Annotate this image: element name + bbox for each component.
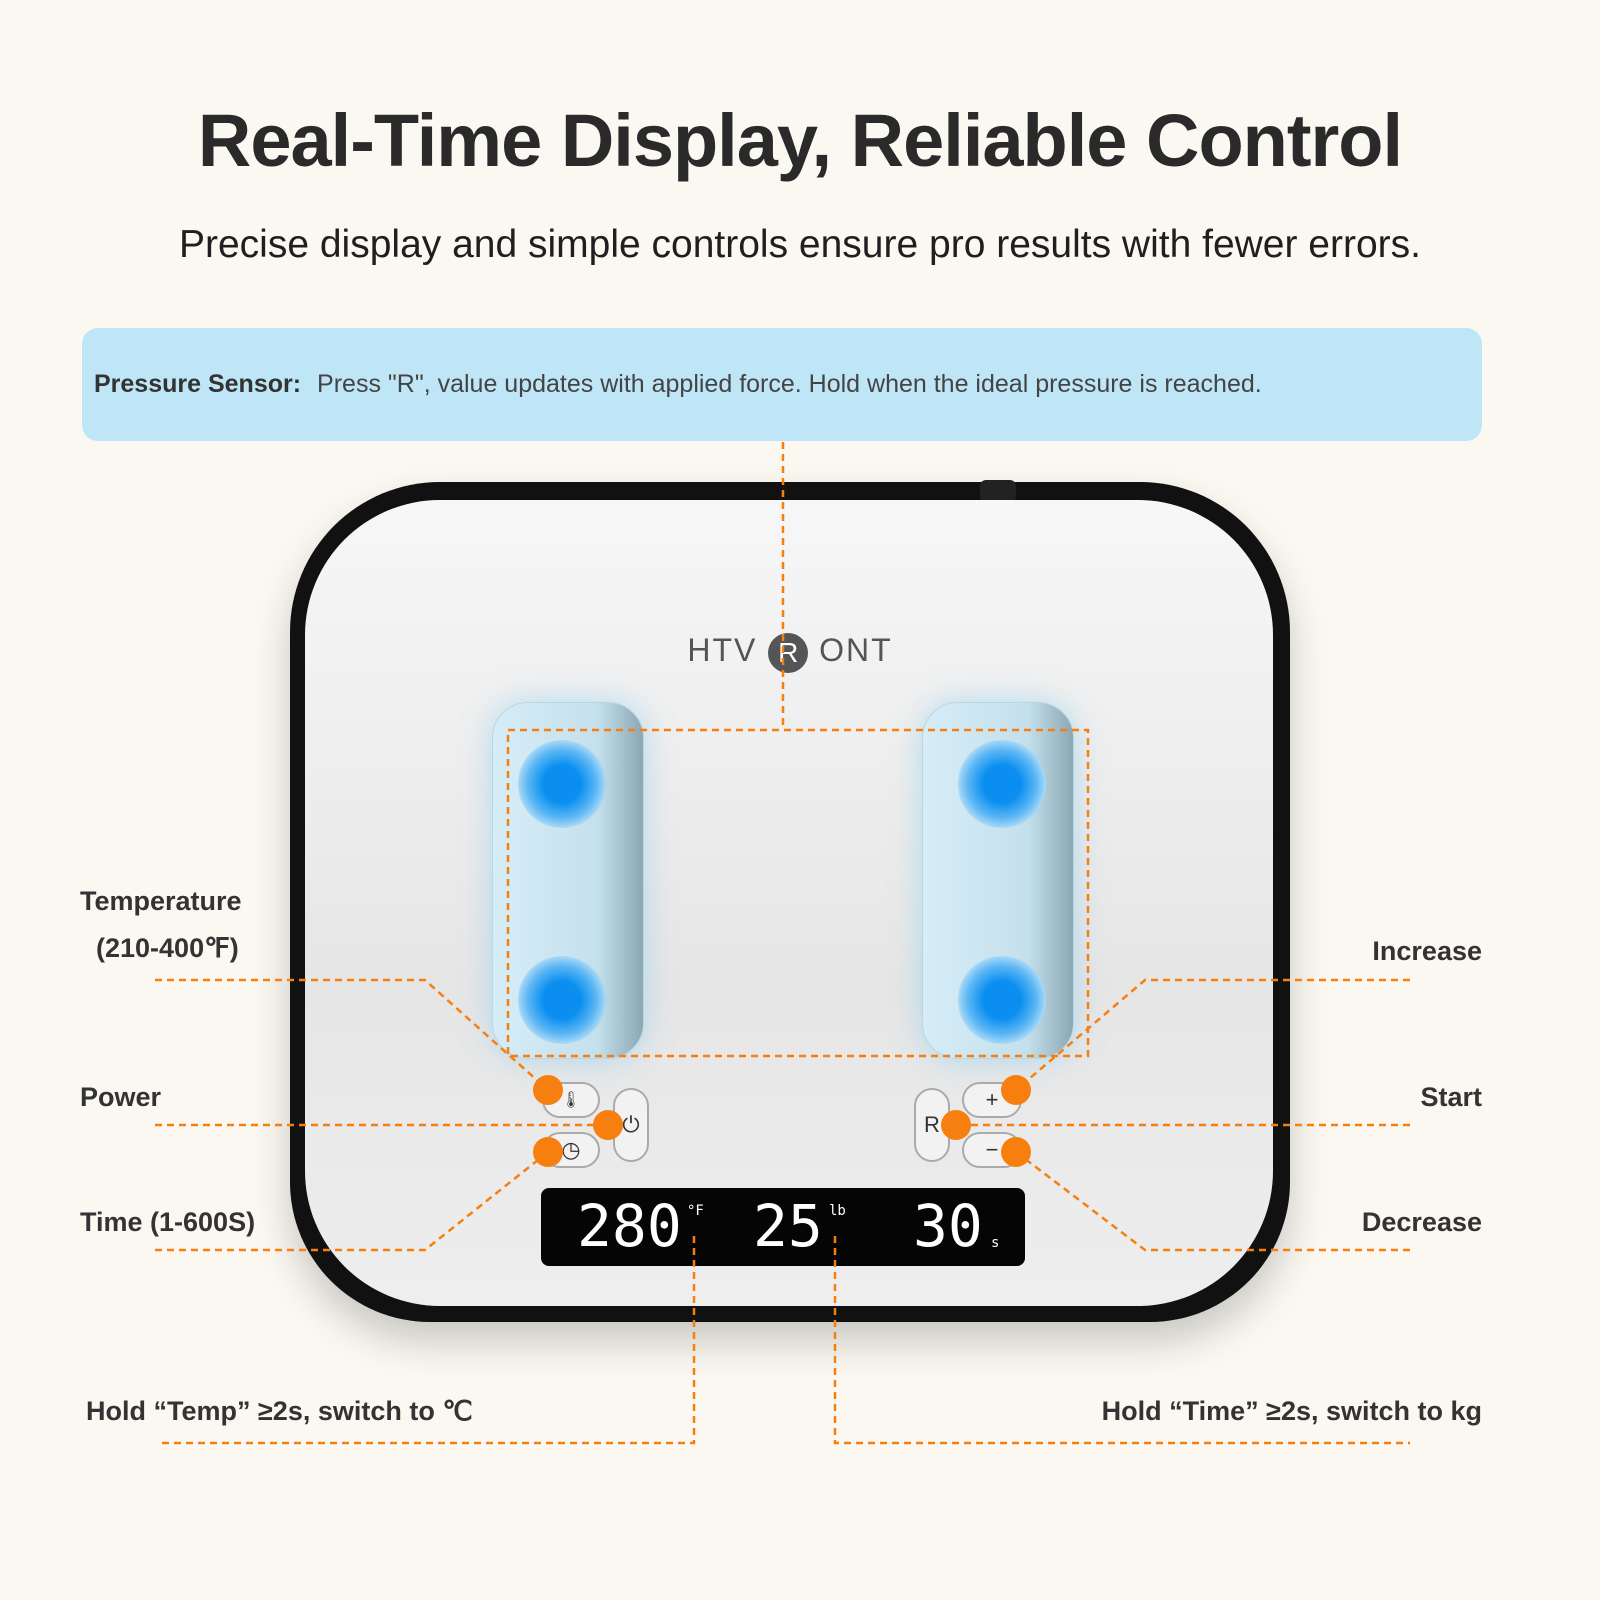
- banner-label: Pressure Sensor:: [94, 370, 302, 398]
- pressure-unit: lb: [829, 1203, 846, 1219]
- heat-point: [958, 956, 1046, 1044]
- temp-unit: °F: [687, 1203, 704, 1219]
- hold-time-label: Hold “Time” ≥2s, switch to kg: [1101, 1396, 1482, 1426]
- logo-mark: R: [768, 632, 809, 673]
- pressure-sensor-banner: Pressure Sensor: Press "R", value update…: [82, 328, 1482, 441]
- subtitle: Precise display and simple controls ensu…: [178, 223, 1421, 266]
- logo-right: ONT: [819, 632, 893, 668]
- callout-dot: [533, 1137, 563, 1167]
- clock-icon: ◷: [561, 1137, 581, 1162]
- time-unit: s: [991, 1235, 1000, 1251]
- brand-logo: HTV R ONT: [640, 632, 940, 673]
- callout-dot: [941, 1110, 971, 1140]
- temperature-range-label: (210-400℉): [96, 933, 239, 963]
- minus-icon: −: [985, 1137, 999, 1162]
- time-label: Time (1-600S): [80, 1207, 256, 1237]
- callout-dot: [1001, 1137, 1031, 1167]
- device-knob: [980, 480, 1016, 502]
- temperature-readout: 280: [577, 1192, 682, 1260]
- banner-text: Press "R", value updates with applied fo…: [317, 370, 1262, 398]
- power-icon: ⏻: [622, 1112, 640, 1137]
- plus-icon: +: [985, 1087, 999, 1112]
- decrease-label: Decrease: [1361, 1207, 1482, 1237]
- logo-left: HTV: [687, 632, 758, 668]
- increase-button[interactable]: +: [962, 1082, 1022, 1118]
- power-label: Power: [80, 1082, 162, 1112]
- heat-point: [518, 740, 606, 828]
- pressure-readout: 25: [753, 1192, 823, 1260]
- hold-temp-label: Hold “Temp” ≥2s, switch to ℃: [86, 1396, 473, 1426]
- increase-label: Increase: [1372, 936, 1482, 966]
- callout-dot: [1001, 1075, 1031, 1105]
- thermometer-icon: 🌡: [560, 1092, 582, 1109]
- heat-point: [958, 740, 1046, 828]
- heat-point: [518, 956, 606, 1044]
- start-label: Start: [1420, 1082, 1482, 1112]
- time-readout: 30: [913, 1192, 983, 1260]
- callout-dot: [533, 1075, 563, 1105]
- page-title: Real-Time Display, Reliable Control: [197, 99, 1403, 182]
- r-icon: R: [924, 1112, 940, 1137]
- temperature-label: Temperature: [80, 886, 242, 916]
- callout-dot: [593, 1110, 623, 1140]
- lcd-display: 280 °F 25 lb 30 s: [541, 1188, 1025, 1266]
